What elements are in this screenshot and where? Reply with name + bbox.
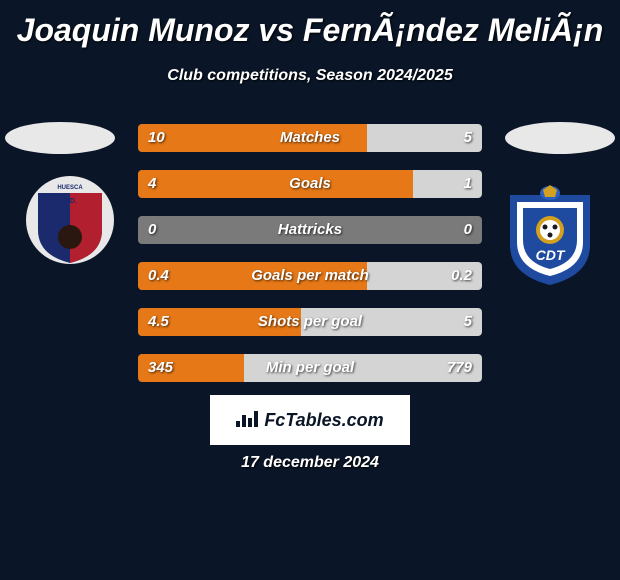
brand-text: FcTables.com	[264, 410, 383, 431]
stat-value-left: 4.5	[148, 308, 169, 336]
stat-label: Goals	[138, 170, 482, 198]
stat-label: Min per goal	[138, 354, 482, 382]
stat-value-left: 0	[148, 216, 156, 244]
club-badge-right: CDT	[495, 180, 605, 290]
stat-row: Hattricks0 0	[138, 216, 482, 244]
svg-text:HUESCA: HUESCA	[57, 185, 83, 191]
stat-label: Shots per goal	[138, 308, 482, 336]
stats-comparison-table: Matches10 5 Goals4 1 Hattricks0 0 Goals per ma…	[138, 124, 482, 400]
stat-row: Shots per goal4.5 5	[138, 308, 482, 336]
club-badge-left: S.D. HUESCA	[20, 175, 120, 265]
player-photo-right	[505, 122, 615, 154]
stat-value-left: 10	[148, 124, 165, 152]
stat-value-right: 0.2	[451, 262, 472, 290]
brand-logo: FcTables.com	[210, 395, 410, 445]
stat-value-left: 4	[148, 170, 156, 198]
stat-row: Matches10 5	[138, 124, 482, 152]
stat-row: Goals per match0.4 0.2	[138, 262, 482, 290]
stat-label: Goals per match	[138, 262, 482, 290]
stat-label: Hattricks	[138, 216, 482, 244]
comparison-title: Joaquin Munoz vs FernÃ¡ndez MeliÃ¡n	[0, 0, 620, 49]
player-photo-left	[5, 122, 115, 154]
stat-row: Min per goal345 779	[138, 354, 482, 382]
stat-label: Matches	[138, 124, 482, 152]
svg-text:S.D.: S.D.	[63, 198, 77, 205]
brand-bars-icon	[236, 409, 258, 432]
stat-value-left: 0.4	[148, 262, 169, 290]
stat-value-right: 5	[464, 308, 472, 336]
svg-text:CDT: CDT	[536, 247, 566, 263]
stat-value-right: 1	[464, 170, 472, 198]
stat-row: Goals4 1	[138, 170, 482, 198]
footer-date: 17 december 2024	[0, 454, 620, 472]
stat-value-left: 345	[148, 354, 173, 382]
comparison-subtitle: Club competitions, Season 2024/2025	[0, 67, 620, 85]
stat-value-right: 5	[464, 124, 472, 152]
stat-value-right: 779	[447, 354, 472, 382]
stat-value-right: 0	[464, 216, 472, 244]
